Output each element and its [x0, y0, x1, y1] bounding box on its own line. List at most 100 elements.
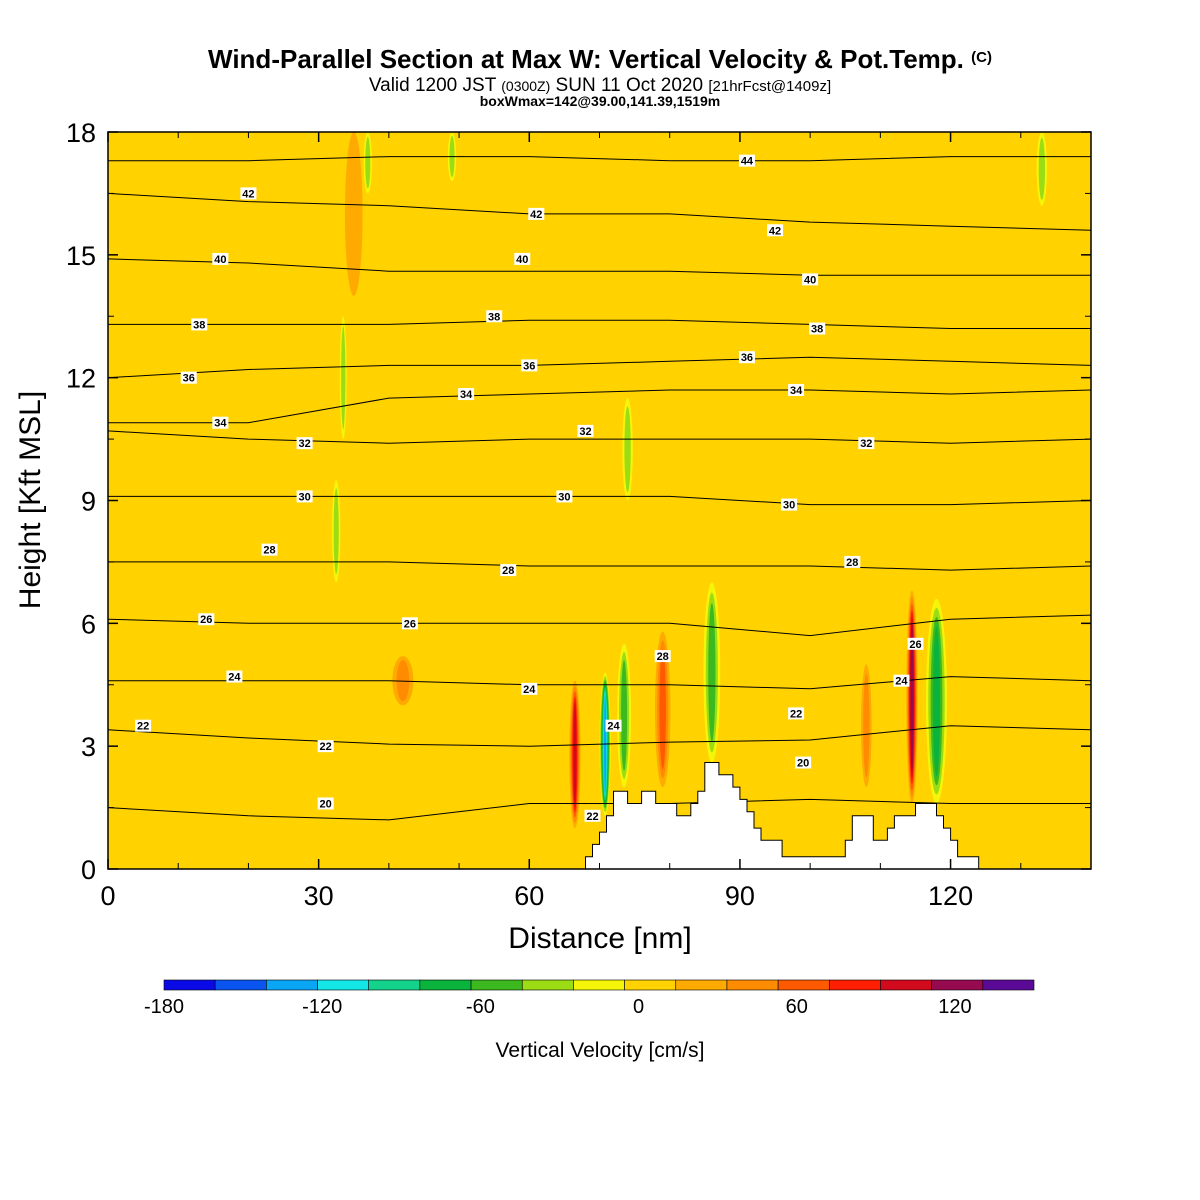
- colorbar-swatch: [368, 979, 421, 991]
- terrain: [108, 762, 1091, 869]
- contour-label-box: [802, 273, 819, 286]
- y-tick-label: 18: [66, 118, 96, 148]
- colorbar-tick-label: -180: [144, 996, 184, 1018]
- theta-contour-34: [108, 389, 1091, 424]
- contour-label-box: [556, 490, 573, 503]
- w-band-weak-ascent: [218, 132, 236, 869]
- colorbar-swatch: [214, 979, 267, 991]
- colorbar-swatch: [982, 979, 1035, 991]
- colorbar-swatch: [573, 979, 625, 991]
- colorbar-label: Vertical Velocity [cm/s]: [496, 1039, 705, 1062]
- x-axis-label: Distance [nm]: [508, 922, 691, 955]
- contour-label-box: [198, 613, 215, 626]
- contour-label-box: [858, 437, 875, 450]
- contour-label: 40: [214, 254, 226, 266]
- contour-label: 24: [228, 672, 241, 684]
- theta-contour-40: [108, 258, 1091, 276]
- contour-label: 28: [846, 557, 858, 569]
- contour-label-box: [605, 719, 622, 732]
- x-tick-label: 30: [304, 881, 334, 911]
- y-tick-label: 6: [81, 609, 96, 639]
- contour-label: 22: [320, 741, 332, 753]
- w-band-weak-ascent: [885, 132, 903, 869]
- contour-label: 40: [516, 254, 528, 266]
- w-band-weak-ascent: [520, 132, 538, 869]
- x-tick-label: 0: [100, 881, 115, 911]
- colorbar-swatch: [266, 979, 318, 991]
- contour-label: 20: [320, 798, 332, 810]
- colorbar-swatch: [521, 979, 574, 991]
- w-feature-contour: [573, 702, 577, 807]
- contour-label-box: [809, 322, 826, 335]
- colorbar-swatch: [317, 979, 370, 991]
- contour-label: 28: [657, 651, 669, 663]
- y-tick-label: 0: [81, 855, 96, 885]
- w-band-weak-ascent: [977, 132, 995, 869]
- colorbar-swatch: [726, 979, 779, 991]
- contour-label-box: [317, 740, 334, 753]
- theta-contour-20: [108, 798, 1091, 821]
- w-feature-contour: [1038, 137, 1046, 200]
- contour-label-box: [907, 637, 924, 650]
- contour-label-box: [654, 650, 671, 663]
- chart-title: Wind-Parallel Section at Max W: Vertical…: [208, 44, 992, 74]
- colorbar-swatch: [880, 979, 932, 991]
- contour-label: 24: [607, 721, 620, 733]
- theta-contour-24: [108, 676, 1091, 690]
- theta-contour-44: [108, 156, 1091, 162]
- w-feature-contour: [333, 488, 339, 575]
- w-feature-contour: [659, 649, 667, 770]
- contour-label: 36: [523, 360, 535, 372]
- contour-label: 44: [741, 156, 754, 168]
- contour-label-box: [738, 154, 755, 167]
- w-band-weak-ascent: [261, 132, 278, 869]
- colorbar-swatch: [419, 979, 472, 991]
- colorbar-swatch: [624, 979, 677, 991]
- contour-label-box: [212, 252, 229, 265]
- contour-label: 40: [804, 274, 816, 286]
- contour-label: 38: [811, 324, 823, 336]
- y-tick-label: 15: [66, 241, 96, 271]
- theta-contour-42: [108, 192, 1091, 231]
- contour-label-box: [528, 207, 545, 220]
- contour-label: 28: [263, 545, 275, 557]
- w-feature-contour: [863, 674, 870, 778]
- contour-label-box: [738, 351, 755, 364]
- contour-label: 38: [488, 311, 500, 323]
- contour-label: 32: [860, 438, 872, 450]
- contour-label-box: [893, 674, 910, 687]
- w-feature-contour: [365, 136, 371, 189]
- colorbar-swatch: [470, 979, 523, 991]
- contour-label-box: [584, 809, 601, 822]
- contour-label-box: [486, 310, 503, 323]
- x-tick-label: 120: [928, 881, 973, 911]
- contour-label: 34: [460, 389, 473, 401]
- contour-label-box: [795, 756, 812, 769]
- y-tick-label: 12: [66, 364, 96, 394]
- contour-label-box: [521, 359, 538, 372]
- y-axis-label: Height [Kft MSL]: [14, 391, 47, 609]
- w-band-weak-ascent: [822, 132, 840, 869]
- w-feature-contour: [910, 623, 914, 771]
- colorbar-swatch: [163, 979, 216, 991]
- chart-subtitle: Valid 1200 JST (0300Z) SUN 11 Oct 2020 […: [369, 75, 831, 96]
- w-feature-contour: [708, 602, 716, 742]
- colorbar-swatch: [777, 979, 830, 991]
- contour-label-box: [521, 682, 538, 695]
- contour-label: 30: [783, 500, 795, 512]
- theta-contour-38: [108, 319, 1091, 329]
- contour-label-box: [844, 555, 861, 568]
- x-tick-label: 90: [725, 881, 755, 911]
- contour-label: 42: [530, 209, 542, 221]
- contour-label-box: [180, 371, 197, 384]
- colorbar-tick-label: 60: [786, 996, 808, 1018]
- y-tick-label: 3: [81, 732, 96, 762]
- contour-label-box: [500, 564, 517, 577]
- contour-label-box: [788, 383, 805, 396]
- contour-label-box: [767, 224, 784, 237]
- colorbar-swatch: [931, 979, 984, 991]
- theta-contour-22: [108, 725, 1091, 747]
- contour-label-box: [401, 617, 418, 630]
- contour-label-box: [226, 670, 243, 683]
